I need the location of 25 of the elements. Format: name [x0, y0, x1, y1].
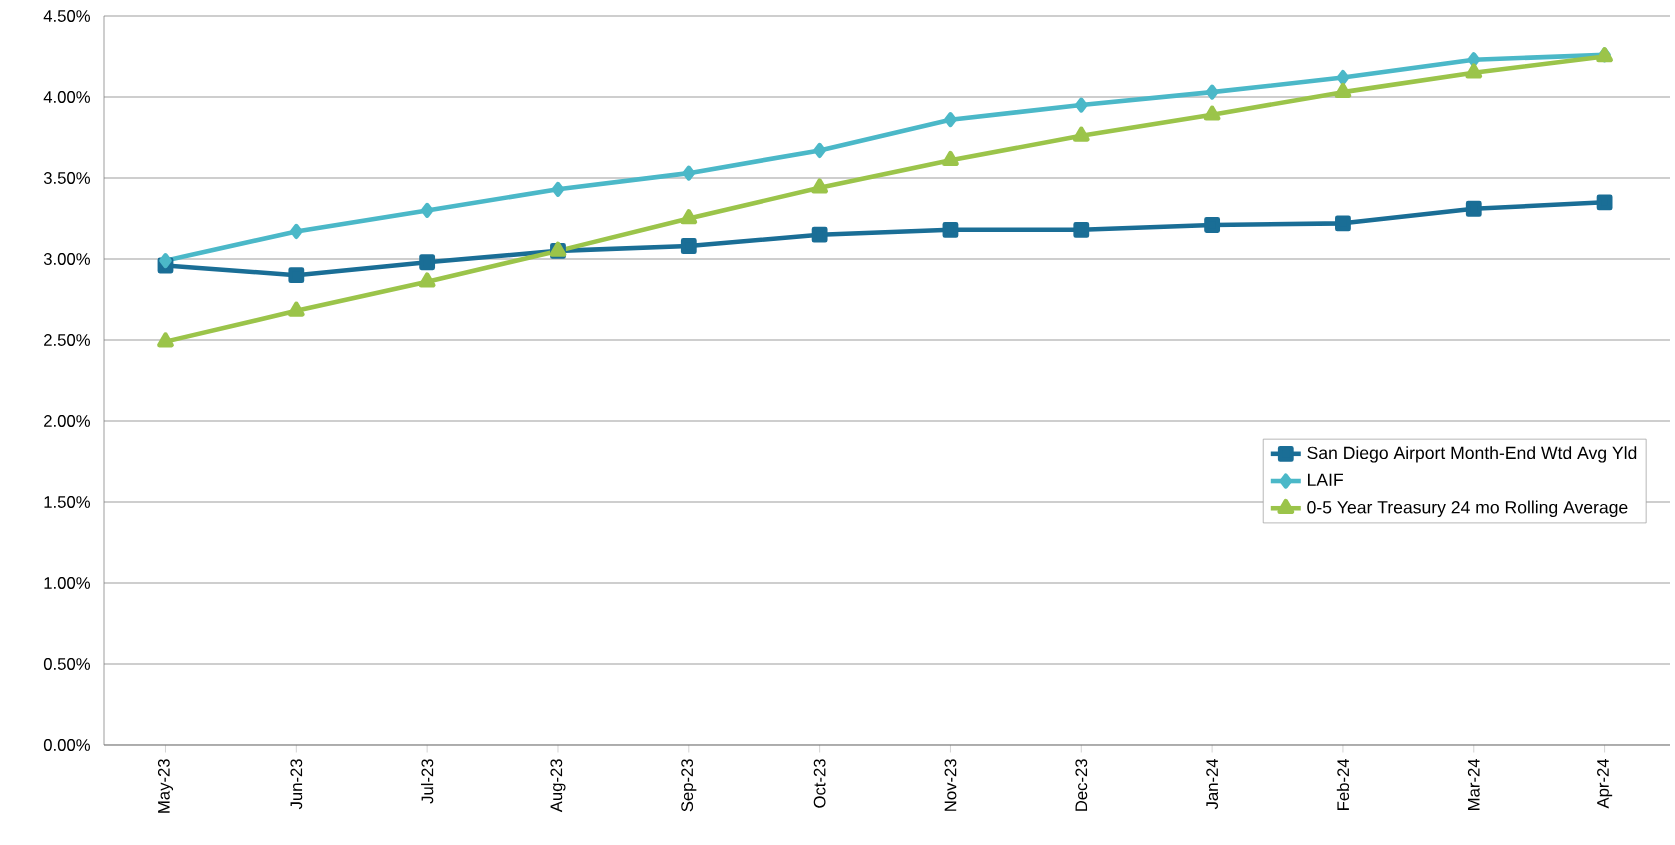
y-tick-label: 3.50% [43, 172, 90, 184]
x-tick-label: May-23 [157, 759, 174, 813]
x-tick-label: Jan-24 [1206, 758, 1219, 810]
y-tick-label: 1.50% [44, 496, 90, 508]
y-tick-label: 2.50% [44, 334, 90, 346]
x-tick-label: Jun-23 [290, 759, 303, 810]
x-tick-label: Feb-24 [1336, 758, 1350, 810]
y-tick-label: 1.00% [44, 577, 90, 589]
x-tick-label: Jul-23 [421, 759, 434, 804]
y-tick-label: 4.00% [43, 91, 90, 103]
x-tick-label: Sep-23 [681, 759, 697, 812]
legend-label: 0-5 Year Treasury 24 mo Rolling Average [1307, 500, 1628, 517]
x-tick-label: Dec-23 [1075, 759, 1088, 811]
y-tick-label: 3.00% [43, 253, 90, 265]
legend-label: San Diego Airport Month-End Wtd Avg Yld [1307, 446, 1637, 463]
x-tick-label: Apr-24 [1597, 758, 1613, 809]
legend-label: LAIF [1308, 473, 1343, 486]
y-tick-label: 2.00% [44, 415, 90, 427]
x-tick-label: Nov-23 [944, 759, 957, 811]
x-tick-label: Mar-24 [1467, 758, 1480, 810]
x-tick-label: Oct-23 [813, 759, 826, 808]
y-tick-label: 0.50% [43, 658, 90, 670]
y-tick-label: 4.50% [43, 10, 90, 22]
y-tick-label: 0.00% [43, 739, 90, 751]
x-tick-label: Aug-23 [550, 759, 566, 813]
